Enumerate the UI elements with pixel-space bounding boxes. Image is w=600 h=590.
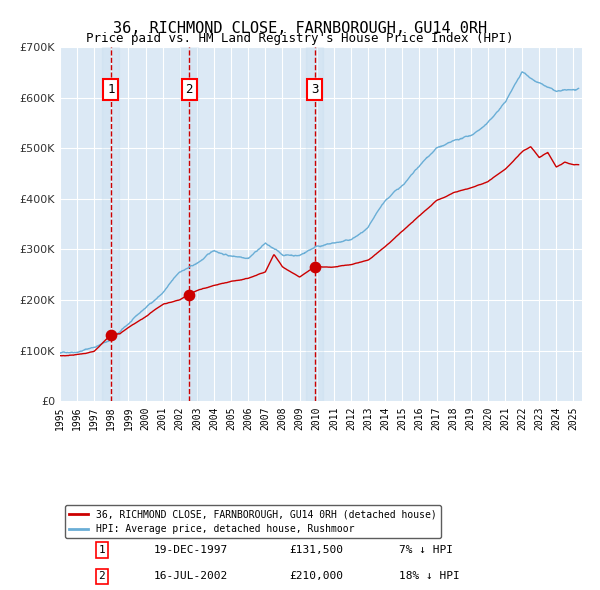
Text: 2: 2 [98,572,105,581]
Text: 18% ↓ HPI: 18% ↓ HPI [400,572,460,581]
Text: £210,000: £210,000 [290,572,344,581]
Bar [306,47,323,401]
Text: 36, RICHMOND CLOSE, FARNBOROUGH, GU14 0RH: 36, RICHMOND CLOSE, FARNBOROUGH, GU14 0R… [113,21,487,35]
Text: Price paid vs. HM Land Registry's House Price Index (HPI): Price paid vs. HM Land Registry's House … [86,32,514,45]
Legend: 36, RICHMOND CLOSE, FARNBOROUGH, GU14 0RH (detached house), HPI: Average price, : 36, RICHMOND CLOSE, FARNBOROUGH, GU14 0R… [65,505,440,538]
Text: £131,500: £131,500 [290,545,344,555]
Text: 19-DEC-1997: 19-DEC-1997 [154,545,228,555]
Point [184,290,194,300]
Bar [102,47,119,401]
Bar [181,47,197,401]
Text: 7% ↓ HPI: 7% ↓ HPI [400,545,454,555]
Text: 2: 2 [185,83,193,96]
Point [310,263,319,272]
Point [106,330,116,339]
Text: 3: 3 [311,83,319,96]
Text: 16-JUL-2002: 16-JUL-2002 [154,572,228,581]
Text: 1: 1 [98,545,105,555]
Text: 1: 1 [107,83,115,96]
